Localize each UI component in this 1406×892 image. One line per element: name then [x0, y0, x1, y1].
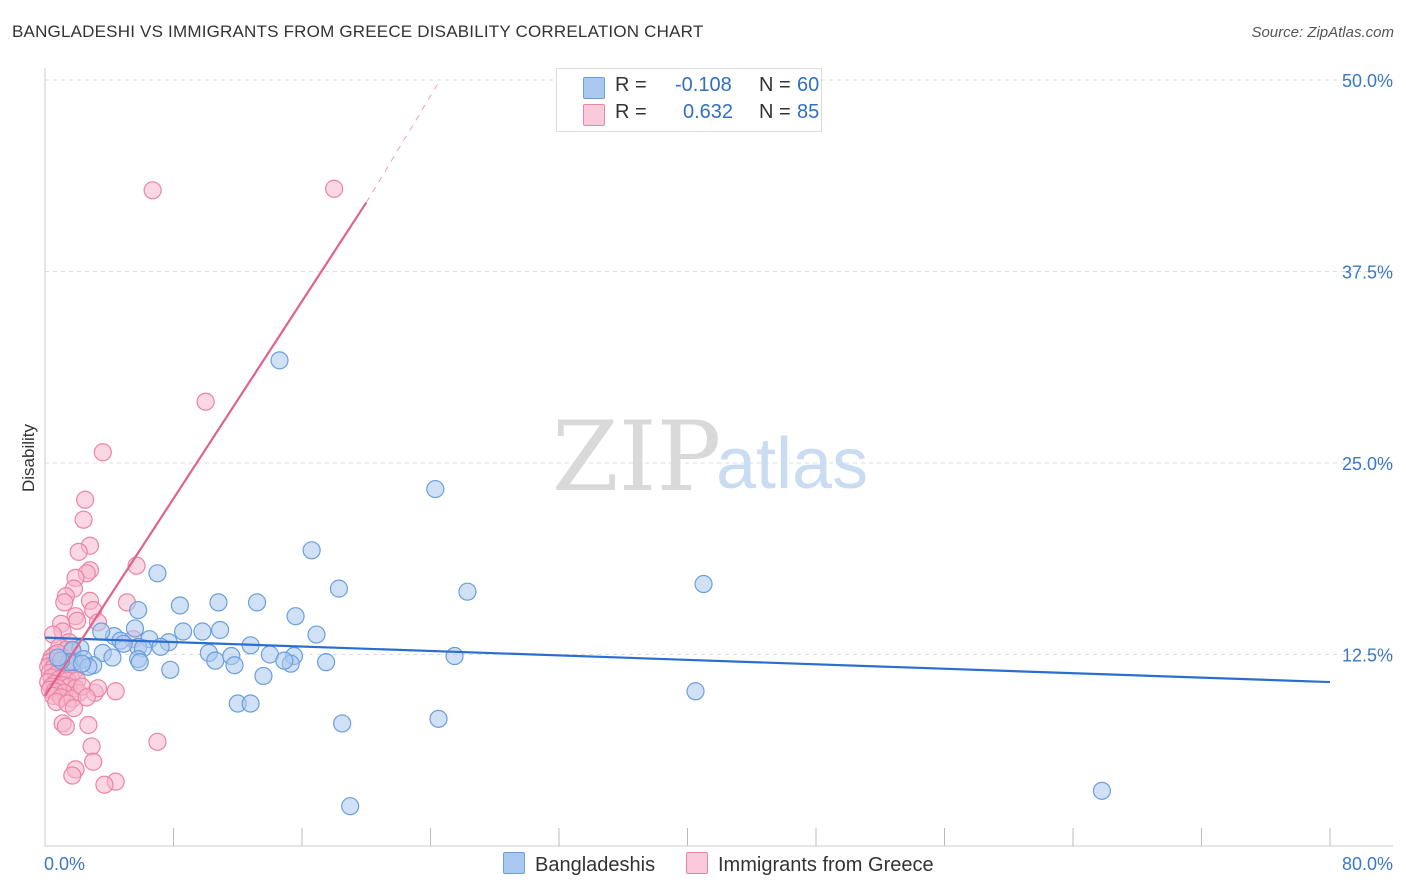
x-tick-max: 80.0%: [1342, 854, 1393, 874]
data-point: [92, 622, 111, 641]
data-point: [302, 541, 321, 560]
data-point: [143, 181, 162, 200]
data-point: [209, 593, 228, 612]
data-point: [77, 688, 96, 707]
data-point: [193, 622, 212, 641]
data-point: [79, 715, 98, 735]
y-tick-label: 37.5%: [1342, 263, 1393, 283]
watermark-atlas: atlas: [716, 424, 868, 504]
y-axis-label: Disability: [19, 423, 38, 492]
data-point: [196, 392, 215, 411]
chart-title: BANGLADESHI VS IMMIGRANTS FROM GREECE DI…: [12, 22, 704, 41]
watermark-zip: ZIP: [552, 401, 721, 513]
bottom-legend-label: Immigrants from Greece: [718, 854, 934, 876]
data-point: [56, 717, 75, 736]
data-point: [325, 179, 344, 198]
data-point: [694, 574, 713, 594]
legend-n-label: N =: [759, 101, 791, 123]
legend-swatch-blue: [583, 77, 605, 99]
legend-r-value: -0.108: [675, 74, 732, 96]
legend-r-value: 0.632: [683, 101, 734, 123]
data-point: [84, 752, 103, 771]
data-point: [82, 737, 101, 756]
data-point: [247, 593, 267, 612]
legend-r-label: R =: [615, 74, 647, 96]
source-label: Source: ZipAtlas.com: [1251, 24, 1394, 41]
axes: [44, 68, 1393, 847]
data-point: [426, 479, 445, 499]
x-tick-min: 0.0%: [44, 854, 85, 874]
data-point: [206, 651, 225, 670]
data-point: [148, 564, 167, 583]
data-point: [1092, 781, 1112, 800]
data-point: [68, 611, 87, 630]
bottom-legend-greece: Immigrants from Greece: [686, 852, 934, 877]
data-point: [174, 622, 193, 641]
data-point: [225, 656, 244, 675]
data-point: [241, 694, 260, 713]
correlation-legend: R = -0.108 N = 60 R = 0.632 N = 85: [556, 68, 822, 132]
legend-n-label: N =: [759, 74, 791, 96]
data-point: [114, 634, 133, 653]
greece-trend-line: [44, 201, 368, 697]
bottom-legend-label: Bangladeshis: [535, 854, 656, 876]
bottom-legend-bangladeshis: Bangladeshis: [503, 852, 655, 877]
data-point: [74, 510, 93, 529]
data-point: [161, 660, 180, 679]
legend-n-value: 85: [797, 101, 820, 123]
y-tick-label: 12.5%: [1342, 646, 1393, 666]
data-point: [210, 620, 230, 640]
data-point: [93, 443, 112, 462]
data-point: [125, 619, 145, 638]
data-point: [307, 625, 326, 644]
data-point: [72, 654, 92, 673]
data-point: [458, 582, 477, 601]
legend-n-value: 60: [797, 74, 820, 96]
y-tick-label: 25.0%: [1342, 454, 1393, 474]
data-point: [130, 653, 149, 672]
bottom-legend-swatch-blue: [503, 852, 525, 874]
data-point: [48, 648, 67, 667]
data-point: [254, 666, 273, 686]
bottom-legend-swatch-pink: [686, 852, 708, 874]
data-point: [95, 775, 114, 794]
data-point: [148, 732, 167, 751]
data-point: [429, 709, 448, 728]
grid-lines: [45, 79, 1393, 655]
greece-trend-extension: [365, 79, 441, 203]
data-point: [64, 699, 84, 718]
data-point: [341, 797, 360, 816]
data-point: [170, 596, 190, 615]
legend-swatch-pink: [583, 104, 605, 126]
data-point: [103, 648, 122, 667]
data-point: [329, 579, 349, 598]
data-point: [129, 600, 148, 620]
data-point: [69, 542, 88, 561]
data-point: [275, 651, 294, 670]
data-point: [445, 646, 464, 666]
data-point: [333, 714, 352, 733]
data-point: [55, 593, 74, 612]
data-point: [76, 490, 95, 509]
bangladeshi-trend-line: [44, 636, 1331, 684]
data-point: [106, 682, 125, 701]
data-point: [63, 766, 82, 785]
y-tick-label: 50.0%: [1342, 71, 1393, 91]
data-point: [686, 682, 705, 701]
y-tick-labels: 12.5% 25.0% 37.5% 50.0%: [1342, 71, 1393, 666]
bangladeshi-points: [48, 351, 1112, 816]
trend-lines: [44, 79, 1331, 697]
data-point: [316, 653, 336, 672]
data-point: [270, 351, 289, 370]
greece-points: [39, 179, 344, 794]
legend-r-label: R =: [615, 101, 647, 123]
data-point: [286, 607, 305, 626]
